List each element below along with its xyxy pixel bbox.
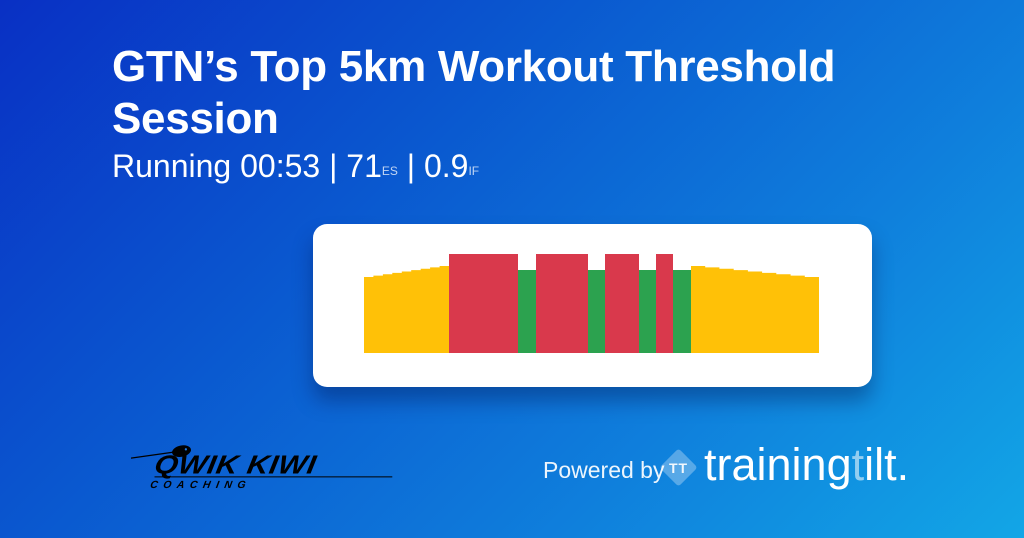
svg-text:QWIK KIWI: QWIK KIWI — [152, 450, 319, 479]
svg-text:COACHING: COACHING — [149, 479, 252, 491]
